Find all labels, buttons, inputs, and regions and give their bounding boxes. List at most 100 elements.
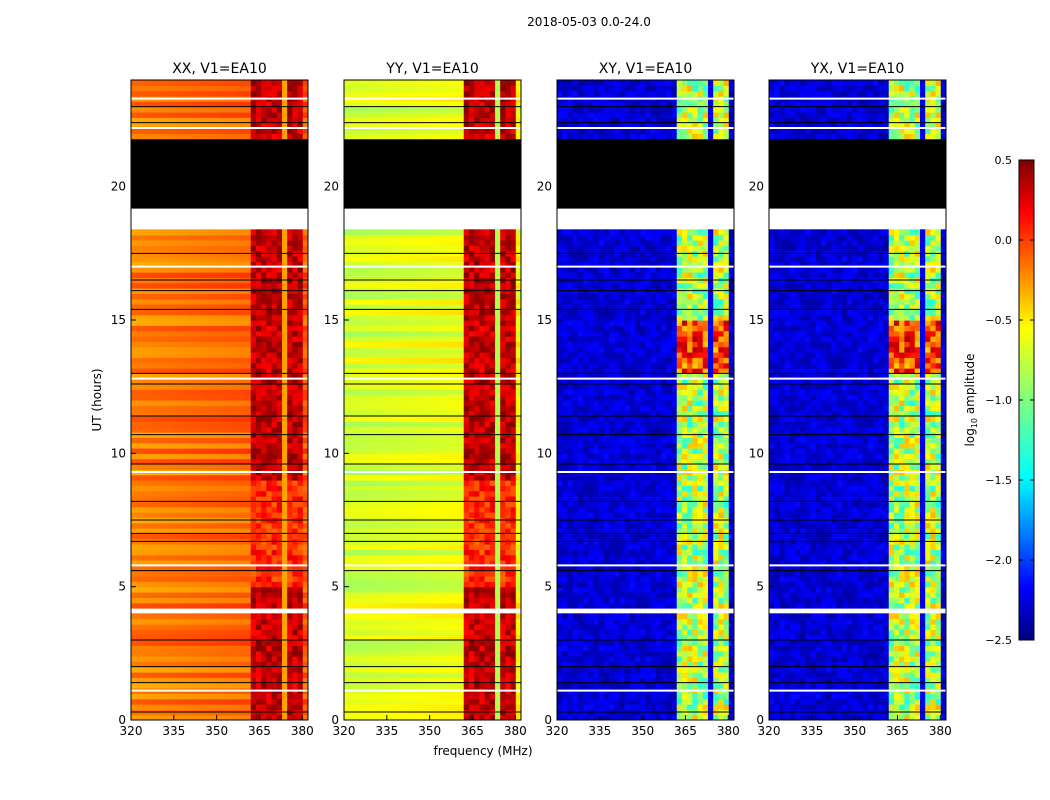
heatmap-cell: [354, 544, 361, 550]
heatmap-cell: [364, 624, 371, 630]
heatmap-cell: [162, 272, 169, 278]
heatmap-cell: [390, 682, 397, 689]
heatmap-cell: [349, 485, 356, 492]
heatmap-cell: [209, 629, 215, 636]
heatmap-cell: [505, 656, 512, 662]
heatmap-cell: [136, 592, 143, 598]
heatmap-cell: [261, 560, 267, 566]
heatmap-cell: [209, 704, 215, 710]
heatmap-cell: [453, 656, 460, 662]
heatmap-cell: [500, 544, 506, 550]
heatmap-cell: [177, 560, 184, 566]
heatmap-cell: [193, 256, 200, 262]
heatmap-cell: [151, 362, 158, 369]
heatmap-cell: [198, 496, 205, 502]
heatmap-cell: [235, 592, 241, 598]
heatmap-cell: [302, 282, 308, 289]
heatmap-cell: [370, 602, 376, 609]
y-tick-label: 10: [111, 446, 126, 460]
heatmap-cell: [136, 597, 143, 604]
heatmap-cell: [302, 522, 308, 529]
heatmap-cell: [255, 464, 262, 470]
heatmap-cell: [157, 293, 163, 300]
heatmap-cell: [297, 330, 304, 337]
heatmap-cell: [292, 714, 299, 720]
heatmap-cell: [354, 693, 361, 700]
heatmap-cell: [297, 586, 304, 593]
heatmap-cell: [224, 645, 231, 652]
heatmap-cell: [157, 101, 163, 108]
heatmap-cell: [229, 320, 236, 326]
heatmap-cell: [183, 101, 189, 108]
heatmap-cell: [209, 378, 215, 385]
heatmap-cell: [266, 261, 273, 268]
heatmap-cell: [510, 501, 517, 508]
heatmap-cell: [385, 554, 392, 561]
heatmap-cell: [255, 256, 262, 262]
heatmap-cell: [515, 496, 521, 502]
heatmap-cell: [255, 309, 262, 316]
heatmap-cell: [198, 661, 205, 668]
heatmap-cell: [157, 704, 163, 710]
heatmap-cell: [432, 672, 439, 678]
heatmap-cell: [261, 304, 267, 310]
heatmap-cell: [468, 624, 475, 630]
heatmap-cell: [214, 389, 221, 396]
heatmap-cell: [131, 378, 137, 385]
heatmap-cell: [287, 117, 293, 124]
heatmap-cell: [255, 672, 262, 678]
heatmap-cell: [261, 362, 267, 369]
heatmap-cell: [479, 485, 486, 492]
heatmap-cell: [146, 90, 153, 97]
heatmap-cell: [157, 368, 163, 374]
heatmap-cell: [193, 101, 200, 108]
heatmap-cell: [250, 544, 257, 550]
heatmap-cell: [136, 309, 143, 316]
heatmap-cell: [255, 496, 262, 502]
heatmap-cell: [214, 90, 221, 97]
heatmap-cell: [302, 693, 308, 700]
heatmap-cell: [188, 650, 195, 657]
heatmap-cell: [255, 314, 262, 321]
heatmap-cell: [177, 581, 184, 588]
heatmap-cell: [245, 586, 252, 593]
heatmap-cell: [209, 624, 215, 630]
heatmap-cell: [468, 661, 475, 668]
heatmap-cell: [292, 304, 299, 310]
heatmap-cell: [167, 341, 174, 348]
heatmap-cell: [261, 330, 267, 337]
heatmap-cell: [136, 325, 143, 332]
heatmap-cell: [427, 661, 434, 668]
heatmap-cell: [131, 352, 137, 358]
heatmap-cell: [167, 314, 174, 321]
heatmap-cell: [229, 645, 236, 652]
heatmap-cell: [385, 704, 392, 710]
heatmap-cell: [131, 416, 137, 422]
heatmap-cell: [235, 85, 241, 92]
heatmap-cell: [141, 122, 148, 129]
heatmap-cell: [302, 634, 308, 641]
heatmap-cell: [245, 309, 252, 316]
heatmap-cell: [401, 698, 408, 705]
heatmap-cell: [193, 229, 200, 236]
heatmap-cell: [193, 512, 200, 518]
heatmap-cell: [297, 229, 304, 236]
heatmap-cell: [396, 714, 402, 720]
heatmap-cell: [183, 693, 189, 700]
heatmap-cell: [287, 698, 293, 705]
heatmap-cell: [515, 501, 521, 508]
heatmap-cell: [261, 373, 267, 380]
heatmap-cell: [271, 272, 278, 278]
heatmap-cell: [177, 298, 184, 305]
heatmap-cell: [250, 698, 257, 705]
heatmap-cell: [266, 320, 273, 326]
heatmap-cell: [396, 704, 402, 710]
heatmap-cell: [240, 693, 247, 700]
heatmap-cell: [261, 506, 267, 513]
heatmap-cell: [131, 442, 137, 449]
heatmap-cell: [406, 565, 413, 572]
heatmap-cell: [427, 602, 434, 609]
heatmap-cell: [500, 576, 506, 582]
heatmap-cell: [250, 298, 257, 305]
heatmap-cell: [183, 544, 189, 550]
